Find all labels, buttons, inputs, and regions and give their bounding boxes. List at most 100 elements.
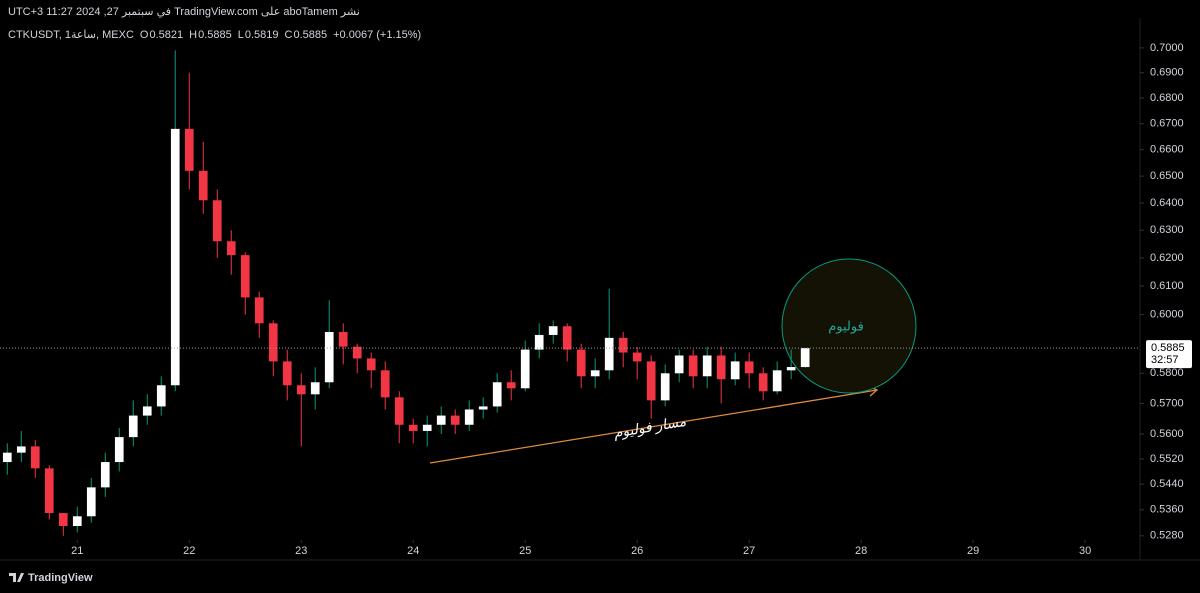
candle-body [772, 370, 782, 392]
candle-body [688, 355, 698, 377]
circle-label: فوليوم [828, 318, 864, 334]
y-tick-label: 0.5800 [1150, 367, 1184, 379]
candle-body [464, 409, 474, 425]
candle-body [254, 297, 264, 324]
candle-body [128, 415, 138, 438]
candle-body [324, 332, 334, 383]
y-tick-label: 0.6300 [1150, 224, 1184, 236]
x-tick-label: 27 [743, 545, 755, 557]
y-tick-label: 0.6000 [1150, 309, 1184, 321]
candle-body [492, 382, 502, 407]
y-tick-label: 0.5280 [1150, 530, 1184, 542]
candle-body [170, 128, 180, 386]
ohlc-letter: L [238, 29, 244, 41]
trend-line [429, 389, 878, 464]
x-tick-label: 29 [967, 545, 979, 557]
ohlc-value: 0.5821 [149, 29, 183, 41]
x-tick-label: 24 [407, 545, 419, 557]
ohlc-value: 0.5885 [198, 29, 232, 41]
candle-body [632, 352, 642, 362]
candle-body [744, 361, 754, 374]
candle-body [114, 437, 124, 463]
logo-text: TradingView [28, 572, 93, 584]
y-tick-label: 0.6200 [1150, 252, 1184, 264]
candle-body [394, 397, 404, 425]
x-tick-label: 26 [631, 545, 643, 557]
x-tick-label: 22 [183, 545, 195, 557]
candle-body [646, 361, 656, 401]
y-tick-label: 0.6700 [1150, 118, 1184, 130]
candle-body [142, 406, 152, 416]
candle-body [72, 516, 82, 527]
candle-body [380, 370, 390, 398]
candle-body [716, 355, 726, 380]
logo-mark [9, 573, 24, 582]
candle-body [156, 385, 166, 407]
ohlc-letter: C [285, 29, 293, 41]
candle-body [604, 337, 614, 371]
candle-body [618, 337, 628, 353]
candle-body [520, 349, 530, 389]
candle-body [506, 382, 516, 389]
candle-body [478, 406, 488, 410]
candle-body [296, 385, 306, 395]
y-tick-label: 0.5600 [1150, 428, 1184, 440]
ohlc-letter: O [140, 29, 149, 41]
candle-body [226, 241, 236, 256]
candle-body [576, 349, 586, 377]
logo: TradingView [9, 572, 93, 584]
ohlc-letter: H [189, 29, 197, 41]
candle-body [562, 326, 572, 350]
candle-body [590, 370, 600, 377]
candle-body [660, 373, 670, 401]
x-tick-label: 30 [1079, 545, 1091, 557]
candle-body [702, 355, 712, 377]
line-label: مسار فوليوم [612, 413, 688, 442]
countdown: 32:57 [1151, 354, 1179, 366]
candle-body [86, 487, 96, 517]
candle-body [338, 332, 348, 347]
y-tick-label: 0.5440 [1150, 478, 1184, 490]
y-tick-label: 0.7000 [1150, 42, 1184, 54]
candle-body [548, 326, 558, 335]
ohlc-value: 0.5885 [293, 29, 327, 41]
candle-body [674, 355, 684, 374]
candle-body [240, 255, 250, 298]
candle-body [184, 128, 194, 171]
candle-body [758, 373, 768, 392]
y-tick-label: 0.6400 [1150, 197, 1184, 209]
candle-body [282, 361, 292, 386]
volume-circle [781, 258, 917, 394]
price-label-box [1146, 340, 1192, 369]
candle-body [450, 415, 460, 425]
candle-body [436, 415, 446, 425]
candle-body [786, 367, 796, 371]
ohlc-value: 0.5819 [245, 29, 279, 41]
y-tick-label: 0.6500 [1150, 170, 1184, 182]
last-price-label: 0.5885 [1151, 342, 1185, 354]
y-tick-label: 0.6800 [1150, 92, 1184, 104]
candle-body [16, 446, 26, 453]
candle-body [310, 382, 320, 395]
candle-body [408, 424, 418, 431]
candle-body [212, 200, 222, 242]
y-tick-label: 0.5700 [1150, 397, 1184, 409]
candle-body [366, 358, 376, 371]
plot [2, 50, 810, 536]
candle-body [268, 323, 278, 362]
candle-body [44, 468, 54, 514]
candle-body [2, 452, 12, 463]
x-tick-label: 28 [855, 545, 867, 557]
candle-body [534, 334, 544, 350]
x-tick-label: 23 [295, 545, 307, 557]
y-tick-label: 0.6900 [1150, 67, 1184, 79]
symbol: CTKUSDT, 1ساعة, MEXC [8, 29, 134, 41]
legend: CTKUSDT, 1ساعة, MEXC O 0.5821 H 0.5885 L 0.58… [8, 29, 421, 41]
x-tick-label: 21 [71, 545, 83, 557]
candle-body [58, 513, 68, 527]
change: +0.0067 (+1.15%) [333, 29, 421, 41]
y-tick-label: 0.5520 [1150, 453, 1184, 465]
y-tick-label: 0.5360 [1150, 504, 1184, 516]
